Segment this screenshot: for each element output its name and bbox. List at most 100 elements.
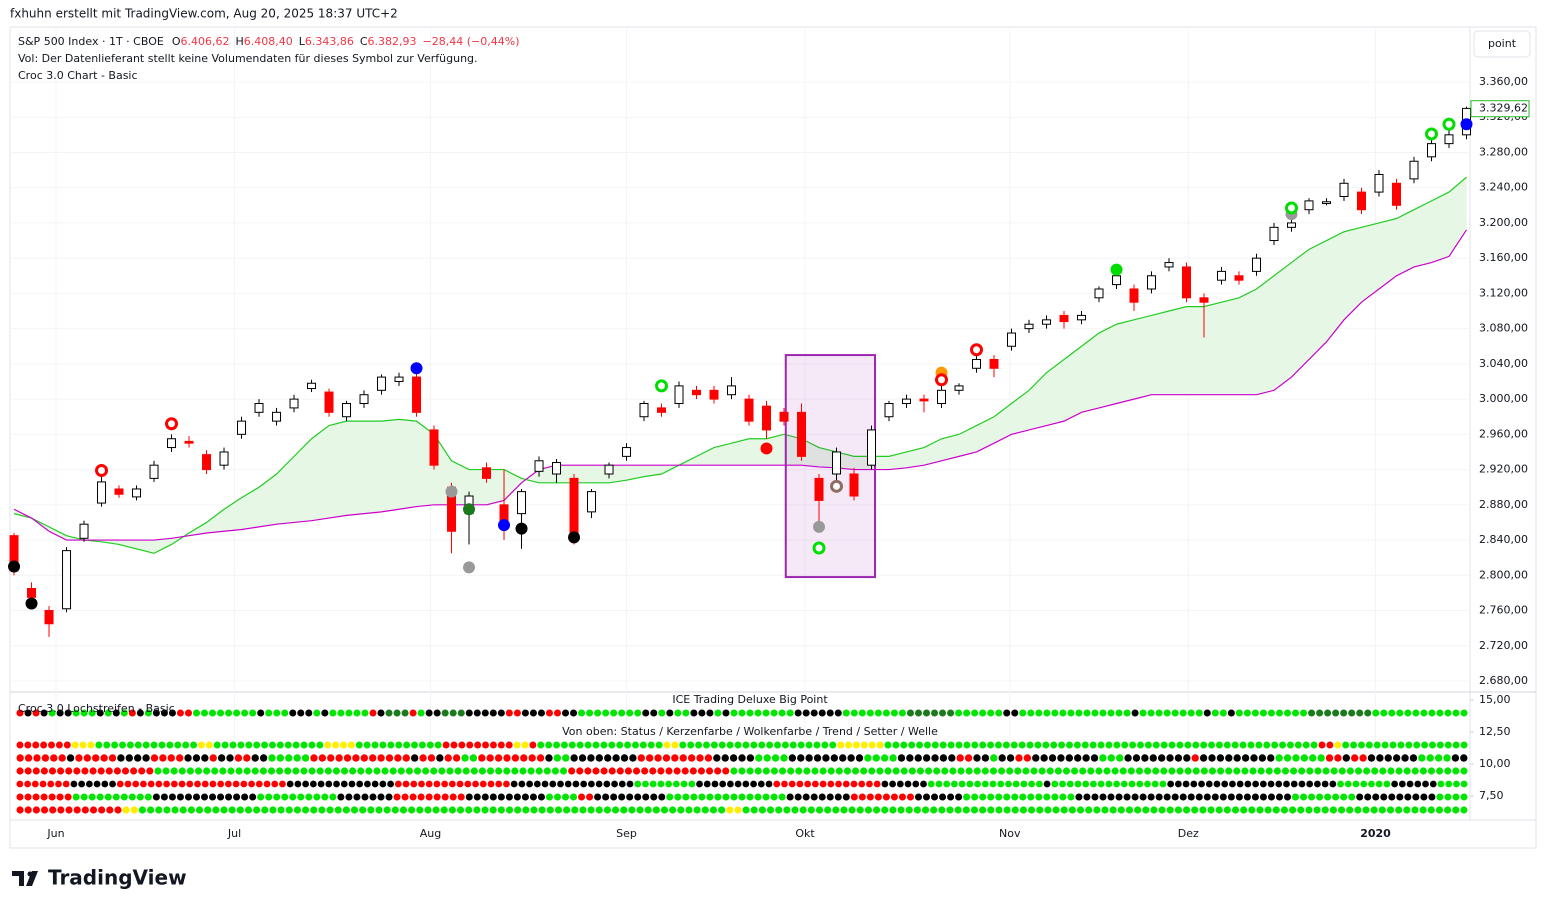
status-dot bbox=[847, 754, 855, 762]
status-dot bbox=[679, 741, 687, 749]
status-dot bbox=[1123, 709, 1131, 717]
status-dot bbox=[427, 754, 436, 762]
status-dot bbox=[666, 709, 674, 717]
status-dot bbox=[371, 780, 379, 788]
status-dot bbox=[167, 754, 175, 762]
status-dot bbox=[696, 754, 704, 762]
status-dot bbox=[402, 754, 410, 762]
button-label[interactable]: point bbox=[1488, 37, 1517, 50]
status-dot bbox=[1151, 780, 1159, 788]
status-dot bbox=[950, 780, 958, 788]
status-dot bbox=[654, 754, 662, 762]
status-dot bbox=[279, 780, 286, 788]
status-dot bbox=[88, 709, 96, 717]
status-dot bbox=[1176, 741, 1184, 749]
status-dot bbox=[233, 709, 241, 717]
status-dot bbox=[900, 767, 908, 775]
status-dot bbox=[1381, 741, 1389, 749]
status-dot bbox=[201, 754, 209, 762]
status-dot bbox=[1317, 754, 1325, 762]
status-dot bbox=[100, 754, 108, 762]
status-dot bbox=[24, 793, 32, 801]
status-dot bbox=[1168, 741, 1176, 749]
status-dot bbox=[248, 780, 255, 788]
status-dot bbox=[308, 741, 316, 749]
status-dot bbox=[144, 793, 152, 801]
status-dot bbox=[786, 793, 794, 801]
status-dot bbox=[334, 806, 342, 814]
status-dot bbox=[130, 806, 138, 814]
status-dot bbox=[931, 709, 939, 717]
status-dot bbox=[1428, 709, 1436, 717]
status-dot bbox=[851, 767, 860, 775]
candle-body bbox=[1147, 275, 1157, 290]
status-dot bbox=[1275, 754, 1283, 762]
status-dot bbox=[201, 780, 209, 788]
status-dot bbox=[284, 767, 292, 775]
status-dot bbox=[1372, 793, 1380, 801]
status-dot bbox=[383, 806, 391, 814]
status-dot bbox=[1099, 754, 1107, 762]
status-dot bbox=[595, 806, 603, 814]
candle-body bbox=[1374, 173, 1384, 193]
status-dot bbox=[1452, 806, 1460, 814]
status-dot bbox=[446, 767, 454, 775]
status-dot bbox=[570, 754, 578, 762]
status-dot bbox=[367, 806, 375, 814]
status-dot bbox=[1356, 709, 1364, 717]
status-dot bbox=[553, 793, 562, 801]
button-bg[interactable] bbox=[1473, 30, 1531, 58]
status-dot bbox=[586, 793, 594, 801]
status-dot bbox=[521, 793, 529, 801]
status-dot bbox=[47, 780, 55, 788]
status-dot bbox=[1083, 709, 1091, 717]
status-dot bbox=[1067, 709, 1075, 717]
status-dot bbox=[923, 741, 931, 749]
status-dot bbox=[568, 741, 576, 749]
status-dot bbox=[217, 780, 225, 788]
status-dot bbox=[657, 780, 665, 788]
status-dot bbox=[1195, 709, 1203, 717]
status-dot bbox=[1003, 709, 1011, 717]
status-dot bbox=[797, 741, 805, 749]
status-dot bbox=[946, 806, 954, 814]
status-dot bbox=[1380, 793, 1388, 801]
status-dot bbox=[1322, 767, 1330, 775]
status-dot bbox=[245, 741, 253, 749]
status-dot bbox=[781, 741, 789, 749]
status-dot bbox=[682, 709, 690, 717]
status-dot bbox=[939, 709, 947, 717]
candle-body bbox=[1234, 275, 1244, 281]
status-dot bbox=[1286, 741, 1294, 749]
status-dot bbox=[265, 709, 273, 717]
status-dot bbox=[734, 780, 742, 788]
status-dot bbox=[219, 767, 227, 775]
x-tick-label: Jul bbox=[227, 827, 241, 840]
status-dot bbox=[136, 709, 144, 717]
status-dot bbox=[481, 709, 489, 717]
status-dot bbox=[510, 780, 518, 788]
status-dot bbox=[810, 793, 818, 801]
status-dot bbox=[973, 767, 981, 775]
status-dot bbox=[521, 741, 529, 749]
change: −28,44 (−0,44%) bbox=[423, 35, 520, 48]
status-dot bbox=[773, 780, 781, 788]
point-button[interactable]: point bbox=[1473, 30, 1531, 58]
status-dot bbox=[697, 767, 706, 775]
status-dot bbox=[24, 709, 32, 717]
status-dot bbox=[1158, 806, 1166, 814]
status-dot bbox=[1435, 806, 1444, 814]
candle-body bbox=[832, 451, 842, 475]
status-dot bbox=[529, 741, 537, 749]
status-dot bbox=[1384, 754, 1392, 762]
status-dot bbox=[1419, 806, 1427, 814]
status-dot bbox=[55, 741, 63, 749]
status-dot bbox=[1233, 754, 1241, 762]
status-dot bbox=[746, 793, 754, 801]
status-dot bbox=[1219, 793, 1227, 801]
status-dot bbox=[698, 793, 706, 801]
status-dot bbox=[57, 767, 65, 775]
status-dot bbox=[478, 754, 486, 762]
y-tick-label: 3.120,00 bbox=[1479, 286, 1528, 299]
status-dot bbox=[184, 754, 192, 762]
